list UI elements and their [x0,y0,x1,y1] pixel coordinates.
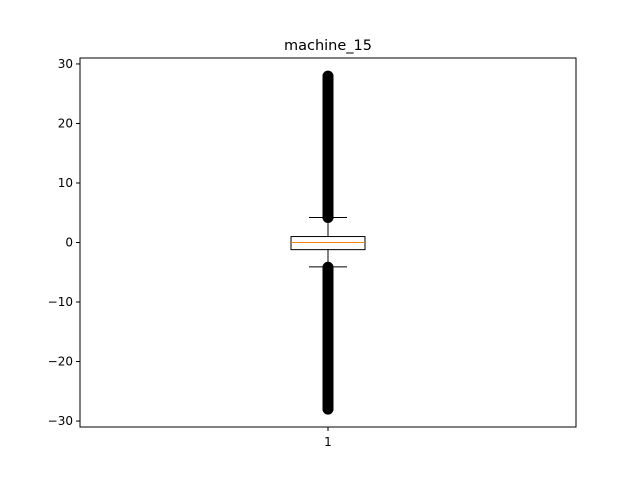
y-tick-label: 10 [58,176,73,190]
chart-title: machine_15 [284,38,372,54]
y-tick-label: −10 [48,295,73,309]
axes: −30 −20 −10 0 10 20 30 1 [48,57,332,449]
y-tick-label: 0 [65,236,73,250]
x-tick-label: 1 [324,435,332,449]
plot-marks [290,70,366,415]
y-tick-label: −30 [48,414,73,428]
outlier-point [322,70,334,82]
y-tick-label: 20 [58,116,73,130]
outliers-high [322,70,334,224]
y-tick-label: −20 [48,355,73,369]
box-iqr [290,236,366,251]
outliers-low [322,261,334,415]
y-tick-label: 30 [58,57,73,71]
